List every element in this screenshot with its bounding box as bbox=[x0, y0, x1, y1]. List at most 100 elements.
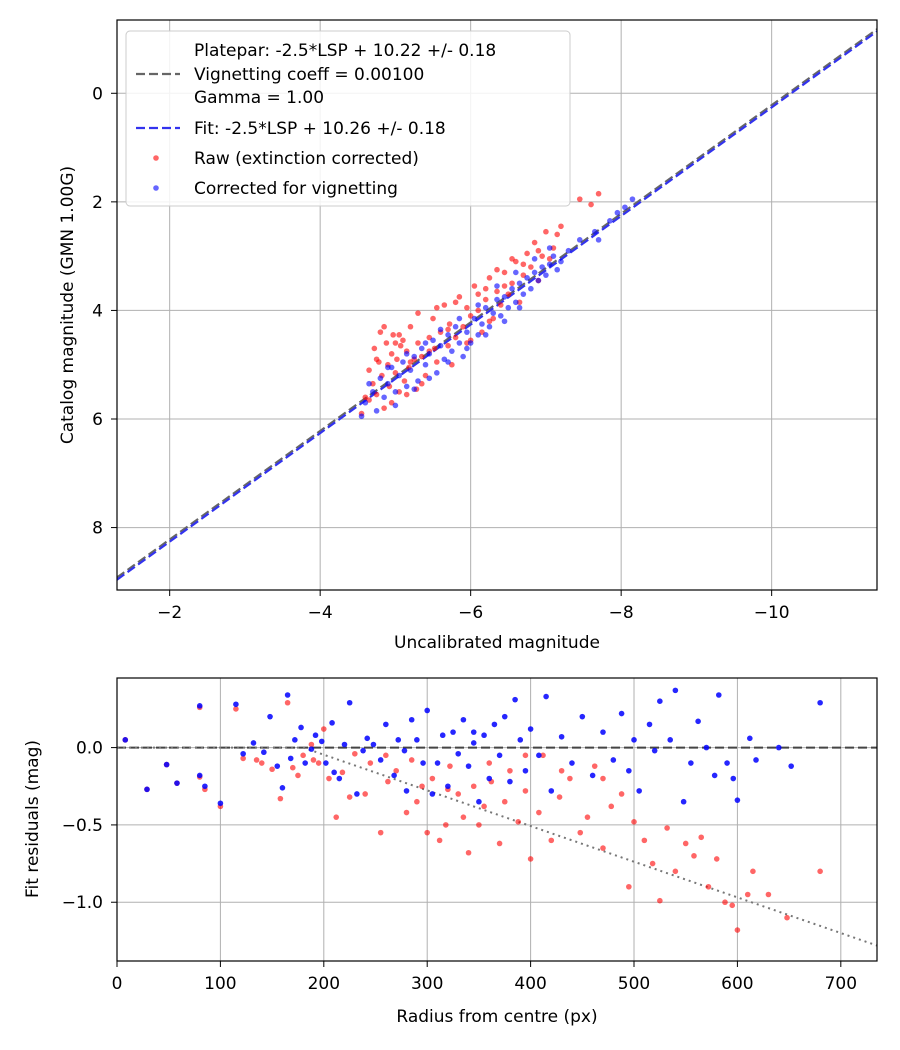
corrected-residual-point bbox=[501, 713, 508, 720]
raw-point bbox=[524, 250, 530, 257]
corrected-residual-point bbox=[122, 737, 129, 743]
corrected-residual-point bbox=[401, 747, 408, 754]
raw-residual-point bbox=[548, 837, 555, 844]
corrected-point bbox=[381, 394, 387, 401]
corrected-point bbox=[426, 375, 433, 382]
corrected-point bbox=[396, 372, 402, 379]
corrected-point bbox=[516, 304, 523, 311]
raw-residual-point bbox=[729, 902, 736, 909]
raw-residual-point bbox=[591, 763, 598, 769]
raw-residual-point bbox=[817, 868, 823, 875]
raw-residual-point bbox=[705, 883, 712, 890]
raw-residual-point bbox=[713, 856, 720, 862]
corrected-point bbox=[392, 402, 399, 409]
raw-residual-point bbox=[310, 757, 317, 763]
corrected-point bbox=[370, 389, 376, 395]
raw-residual-point bbox=[750, 868, 756, 875]
raw-residual-point bbox=[289, 764, 296, 771]
corrected-residual-point bbox=[267, 713, 273, 720]
corrected-point bbox=[475, 302, 481, 308]
raw-residual-point bbox=[584, 814, 591, 820]
corrected-point bbox=[437, 326, 444, 333]
corrected-point bbox=[437, 342, 444, 349]
raw-residual-point bbox=[447, 763, 453, 769]
top-x-tick-label: −8 bbox=[609, 603, 634, 623]
bottom-ticks: 0 100 200 300 400 500 600 700 0.0 −0.5 −1.0 bbox=[62, 739, 857, 994]
corrected-residual-point bbox=[414, 737, 420, 743]
corrected-point bbox=[622, 204, 628, 211]
corrected-residual-point bbox=[439, 732, 446, 739]
corrected-point bbox=[411, 353, 418, 360]
top-x-tick-label: −4 bbox=[308, 603, 333, 623]
raw-point bbox=[595, 190, 602, 197]
corrected-point bbox=[531, 256, 538, 262]
raw-residual-point bbox=[233, 706, 239, 712]
bottom-x-tick-label: 700 bbox=[825, 974, 857, 994]
corrected-residual-point bbox=[775, 744, 782, 751]
raw-residual-point bbox=[784, 914, 790, 921]
corrected-residual-point bbox=[680, 798, 687, 805]
bottom-grid bbox=[116, 678, 877, 961]
raw-residual-point bbox=[672, 868, 679, 875]
raw-point bbox=[390, 332, 396, 338]
raw-residual-point bbox=[470, 783, 477, 790]
raw-point bbox=[501, 269, 508, 276]
top-y-tick-label: 0 bbox=[92, 84, 103, 104]
corrected-residual-point bbox=[331, 769, 337, 776]
corrected-residual-point bbox=[302, 760, 308, 766]
corrected-point bbox=[565, 247, 572, 254]
raw-residual-point bbox=[393, 767, 399, 774]
raw-residual-point bbox=[522, 752, 529, 759]
corrected-point bbox=[415, 378, 421, 384]
corrected-point bbox=[528, 285, 534, 292]
corrected-point bbox=[494, 283, 500, 289]
corrected-residual-point bbox=[360, 747, 366, 754]
corrected-point bbox=[471, 315, 478, 322]
top-y-tick-label: 2 bbox=[92, 193, 103, 213]
corrected-point bbox=[411, 386, 418, 392]
residuals-plot: 0 100 200 300 400 500 600 700 0.0 −0.5 −1.0 Radius… bbox=[23, 677, 878, 1027]
corrected-residual-point bbox=[308, 746, 315, 752]
corrected-point bbox=[592, 228, 598, 235]
raw-point bbox=[494, 288, 500, 295]
corrected-point bbox=[479, 321, 485, 327]
corrected-residual-point bbox=[507, 778, 513, 785]
raw-point bbox=[383, 340, 390, 346]
corrected-point bbox=[509, 285, 515, 292]
corrected-point bbox=[377, 375, 384, 382]
bottom-x-tick-label: 300 bbox=[411, 974, 443, 994]
raw-residual-point bbox=[577, 829, 584, 836]
corrected-residual-point bbox=[817, 699, 823, 706]
raw-residual-point bbox=[556, 794, 563, 800]
corrected-residual-point bbox=[391, 772, 397, 779]
corrected-residual-point bbox=[284, 692, 291, 698]
corrected-point bbox=[449, 348, 455, 354]
raw-point bbox=[576, 196, 583, 202]
corrected-residual-point bbox=[424, 707, 431, 714]
raw-residual-point bbox=[626, 883, 632, 890]
corrected-residual-point bbox=[569, 760, 575, 766]
corrected-residual-point bbox=[455, 750, 462, 757]
corrected-point bbox=[418, 345, 425, 352]
raw-point bbox=[520, 261, 527, 268]
corrected-point bbox=[426, 351, 433, 357]
legend-raw-label: Raw (extinction corrected) bbox=[194, 149, 419, 169]
corrected-residual-point bbox=[481, 732, 487, 739]
raw-residual-point bbox=[383, 752, 389, 759]
corrected-point bbox=[475, 332, 481, 338]
raw-residual-point bbox=[496, 840, 503, 847]
bottom-x-tick-label: 100 bbox=[204, 974, 236, 994]
bottom-x-tick-label: 400 bbox=[514, 974, 546, 994]
raw-residual-point bbox=[321, 726, 327, 732]
raw-point bbox=[381, 323, 387, 330]
corrected-point bbox=[516, 280, 523, 287]
raw-residual-point bbox=[540, 752, 546, 759]
corrected-residual-point bbox=[240, 750, 246, 757]
corrected-residual-point bbox=[377, 757, 384, 763]
corrected-point bbox=[524, 275, 530, 281]
legend: Platepar: -2.5*LSP + 10.22 +/- 0.18 Vign… bbox=[125, 30, 571, 207]
corrected-point bbox=[535, 277, 542, 284]
raw-point bbox=[509, 280, 515, 287]
raw-residual-point bbox=[486, 760, 493, 766]
